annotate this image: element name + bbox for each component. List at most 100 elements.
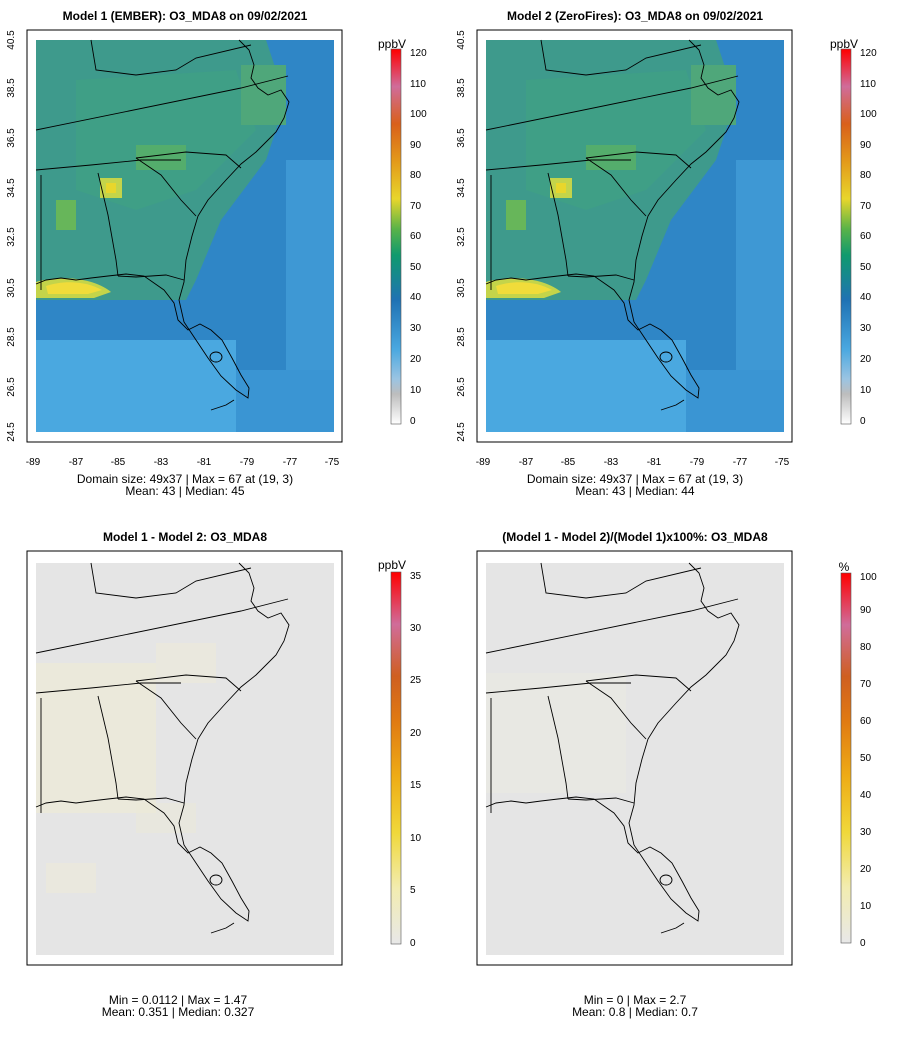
y-tick: 24.5 — [456, 422, 467, 442]
stats-line: Mean: 43 | Median: 45 — [125, 484, 245, 498]
panel-difference: Model 1 - Model 2: O3_MDA8 ppbV 0 5 10 1… — [26, 530, 422, 1019]
legend-unit: % — [839, 560, 850, 574]
x-axis: -89 -87 -85 -83 -81 -79 -77 -75 — [476, 457, 790, 468]
legend-tick: 20 — [410, 728, 422, 739]
y-tick: 36.5 — [6, 128, 17, 148]
colorbar-ticks: 0 10 20 30 40 50 60 70 80 90 100 110 120 — [410, 48, 427, 427]
legend-tick: 60 — [410, 231, 422, 242]
y-tick: 26.5 — [6, 377, 17, 397]
legend-tick: 0 — [860, 938, 866, 949]
legend-tick: 70 — [860, 679, 872, 690]
legend-tick: 80 — [410, 170, 422, 181]
panel-title: (Model 1 - Model 2)/(Model 1)x100%: O3_M… — [502, 530, 768, 544]
legend-tick: 30 — [410, 623, 422, 634]
panel-model1: Model 1 (EMBER): O3_MDA8 on 09/02/2021 2… — [6, 9, 427, 498]
stats-line: Domain size: 49x37 | Max = 67 at (19, 3) — [77, 472, 293, 486]
legend-tick: 90 — [860, 605, 872, 616]
colorbar-ticks: 0 5 10 15 20 25 30 35 — [410, 571, 422, 949]
legend-tick: 20 — [860, 864, 872, 875]
x-tick: -83 — [604, 457, 619, 468]
difference-field-map — [35, 562, 334, 955]
legend-tick: 90 — [410, 140, 422, 151]
y-tick: 40.5 — [6, 30, 17, 50]
legend-tick: 30 — [410, 323, 422, 334]
legend-tick: 20 — [410, 354, 422, 365]
y-tick: 28.5 — [6, 327, 17, 347]
legend-tick: 120 — [410, 48, 427, 59]
legend-tick: 0 — [860, 416, 866, 427]
panel-model2: Model 2 (ZeroFires): O3_MDA8 on 09/02/20… — [456, 9, 877, 498]
x-tick: -79 — [690, 457, 705, 468]
legend-tick: 50 — [860, 262, 872, 273]
legend-tick: 5 — [410, 885, 416, 896]
legend-tick: 15 — [410, 780, 422, 791]
x-tick: -85 — [111, 457, 126, 468]
legend-tick: 80 — [860, 642, 872, 653]
colorbar — [390, 48, 402, 425]
legend-tick: 10 — [410, 385, 422, 396]
percent-difference-field-map — [485, 562, 784, 955]
x-tick: -83 — [154, 457, 169, 468]
legend-tick: 90 — [860, 140, 872, 151]
y-tick: 24.5 — [6, 422, 17, 442]
x-tick: -79 — [240, 457, 255, 468]
stats-line: Domain size: 49x37 | Max = 67 at (19, 3) — [527, 472, 743, 486]
legend-tick: 110 — [410, 79, 426, 90]
y-tick: 30.5 — [6, 278, 17, 298]
legend-tick: 30 — [860, 323, 872, 334]
ozone-field-map — [35, 39, 334, 432]
colorbar-ticks: 0 10 20 30 40 50 60 70 80 90 100 110 120 — [860, 48, 877, 427]
legend-unit: ppbV — [378, 37, 406, 51]
x-tick: -87 — [69, 457, 84, 468]
legend-tick: 10 — [410, 833, 422, 844]
stats-line: Mean: 43 | Median: 44 — [575, 484, 695, 498]
x-tick: -77 — [283, 457, 298, 468]
x-tick: -81 — [647, 457, 662, 468]
y-axis: 24.5 26.5 28.5 30.5 32.5 34.5 36.5 38.5 … — [456, 30, 467, 442]
y-tick: 34.5 — [456, 178, 467, 198]
legend-tick: 30 — [860, 827, 872, 838]
y-tick: 26.5 — [456, 377, 467, 397]
legend-tick: 70 — [410, 201, 422, 212]
panel-title: Model 1 (EMBER): O3_MDA8 on 09/02/2021 — [63, 9, 308, 23]
panel-title: Model 1 - Model 2: O3_MDA8 — [103, 530, 267, 544]
colorbar — [390, 571, 402, 945]
legend-tick: 100 — [860, 572, 877, 583]
stats-line: Min = 0.0112 | Max = 1.47 — [109, 993, 248, 1007]
legend-tick: 70 — [860, 201, 872, 212]
legend-tick: 0 — [410, 416, 416, 427]
legend-tick: 40 — [410, 292, 422, 303]
y-tick: 32.5 — [456, 227, 467, 247]
x-axis: -89 -87 -85 -83 -81 -79 -77 -75 — [26, 457, 340, 468]
panel-title: Model 2 (ZeroFires): O3_MDA8 on 09/02/20… — [507, 9, 763, 23]
stats-line: Mean: 0.351 | Median: 0.327 — [102, 1005, 255, 1019]
x-tick: -75 — [775, 457, 790, 468]
colorbar-ticks: 0 10 20 30 40 50 60 70 80 90 100 — [860, 572, 877, 949]
legend-tick: 80 — [860, 170, 872, 181]
legend-tick: 10 — [860, 901, 872, 912]
legend-tick: 100 — [860, 109, 877, 120]
legend-tick: 50 — [410, 262, 422, 273]
x-tick: -77 — [733, 457, 748, 468]
legend-tick: 110 — [860, 79, 876, 90]
legend-tick: 0 — [410, 938, 416, 949]
y-tick: 28.5 — [456, 327, 467, 347]
legend-tick: 20 — [860, 354, 872, 365]
y-tick: 30.5 — [456, 278, 467, 298]
legend-unit: ppbV — [830, 37, 858, 51]
y-tick: 34.5 — [6, 178, 17, 198]
x-tick: -85 — [561, 457, 576, 468]
y-tick: 32.5 — [6, 227, 17, 247]
x-tick: -75 — [325, 457, 340, 468]
legend-tick: 40 — [860, 790, 872, 801]
stats-line: Mean: 0.8 | Median: 0.7 — [572, 1005, 698, 1019]
y-tick: 36.5 — [456, 128, 467, 148]
y-tick: 38.5 — [456, 78, 467, 98]
legend-tick: 25 — [410, 675, 422, 686]
legend-tick: 40 — [860, 292, 872, 303]
x-tick: -89 — [26, 457, 41, 468]
x-tick: -81 — [197, 457, 212, 468]
legend-tick: 35 — [410, 571, 422, 582]
x-tick: -87 — [519, 457, 534, 468]
